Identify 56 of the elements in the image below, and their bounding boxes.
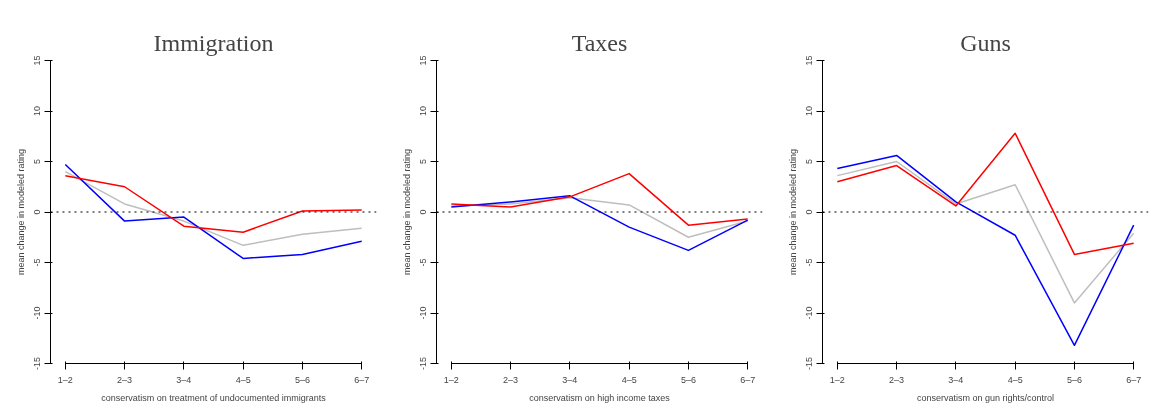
y-tick-label: 15	[803, 55, 814, 66]
x-tick-label: 4–5	[621, 374, 637, 385]
x-tick-label: 2–3	[889, 374, 905, 385]
x-tick-label: 3–4	[176, 374, 192, 385]
line-series	[64, 170, 363, 247]
y-tick-label: 0	[417, 209, 428, 215]
y-tick-label: 0	[803, 209, 814, 215]
y-tick-label: -10	[31, 306, 42, 320]
x-tick-label: 6–7	[1126, 374, 1142, 385]
y-tick-label: 15	[417, 55, 428, 66]
x-tick-label: 1–2	[57, 374, 73, 385]
chart-title: Taxes	[571, 29, 628, 56]
x-tick-label: 4–5	[235, 374, 251, 385]
y-axis-title: mean change in modeled rating	[15, 148, 26, 276]
chart-title: Guns	[960, 29, 1011, 56]
y-tick-label: -10	[417, 306, 428, 320]
x-tick-label: 5–6	[1066, 374, 1082, 385]
line-series	[836, 132, 1135, 256]
x-axis-title: conservatism on high income taxes	[529, 392, 671, 403]
x-tick-label: 4–5	[1007, 374, 1023, 385]
x-tick-label: 6–7	[354, 374, 370, 385]
y-tick-label: -15	[31, 356, 42, 370]
line-series	[836, 160, 1135, 304]
y-tick-label: 10	[803, 105, 814, 117]
line-series	[64, 163, 363, 260]
y-tick-label: -5	[417, 258, 428, 267]
x-tick-label: 3–4	[562, 374, 578, 385]
y-tick-label: -15	[803, 356, 814, 370]
y-tick-label: 10	[417, 105, 428, 117]
x-tick-label: 5–6	[294, 374, 310, 385]
x-tick-label: 5–6	[680, 374, 696, 385]
y-tick-label: -10	[803, 306, 814, 320]
y-tick-label: 15	[31, 55, 42, 66]
x-axis-title: conservatism on gun rights/control	[916, 392, 1055, 403]
y-tick-label: 5	[803, 158, 814, 164]
line-series	[836, 154, 1135, 347]
y-tick-label: 5	[417, 158, 428, 164]
y-tick-label: -5	[31, 258, 42, 267]
x-tick-label: 1–2	[443, 374, 459, 385]
x-tick-label: 1–2	[829, 374, 845, 385]
x-tick-label: 6–7	[740, 374, 756, 385]
y-tick-label: 10	[31, 105, 42, 117]
x-tick-label: 3–4	[948, 374, 964, 385]
y-tick-label: -15	[417, 356, 428, 370]
y-tick-label: 0	[31, 209, 42, 215]
x-tick-label: 2–3	[117, 374, 133, 385]
chart-title: Immigration	[153, 29, 274, 56]
y-tick-label: 5	[31, 158, 42, 164]
line-series	[450, 172, 749, 226]
y-axis-title: mean change in modeled rating	[787, 148, 798, 276]
y-tick-label: -5	[803, 258, 814, 267]
line-series	[64, 174, 363, 233]
x-axis-title: conservatism on treatment of undocumented immigrants	[101, 392, 327, 403]
line-series	[450, 195, 749, 252]
x-tick-label: 2–3	[503, 374, 519, 385]
y-axis-title: mean change in modeled rating	[401, 148, 412, 276]
